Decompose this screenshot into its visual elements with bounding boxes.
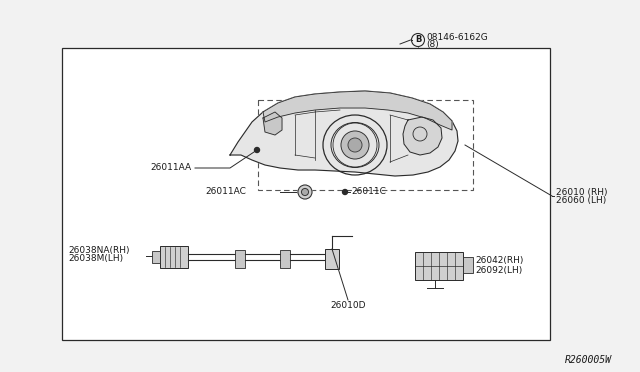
Bar — [415, 252, 463, 280]
Text: 26060 (LH): 26060 (LH) — [556, 196, 606, 205]
Text: 26038NA(RH): 26038NA(RH) — [68, 246, 129, 254]
Text: 08146-6162G: 08146-6162G — [426, 33, 488, 42]
Text: (8): (8) — [426, 41, 439, 49]
Circle shape — [342, 189, 348, 195]
Circle shape — [341, 131, 369, 159]
Text: 26010 (RH): 26010 (RH) — [556, 187, 607, 196]
Bar — [152, 251, 160, 263]
Bar — [280, 250, 290, 268]
Text: 26042(RH): 26042(RH) — [475, 256, 524, 264]
Polygon shape — [403, 117, 442, 155]
Text: 26038M(LH): 26038M(LH) — [68, 254, 123, 263]
Text: 26010D: 26010D — [330, 301, 365, 310]
Bar — [62, 48, 550, 340]
Bar — [325, 249, 339, 269]
Circle shape — [298, 185, 312, 199]
Polygon shape — [263, 112, 282, 135]
Bar — [235, 250, 245, 268]
Text: B: B — [415, 35, 421, 45]
Circle shape — [348, 138, 362, 152]
Polygon shape — [230, 91, 458, 176]
Bar — [160, 246, 188, 268]
Text: 26011C: 26011C — [351, 187, 386, 196]
Text: 26011AC: 26011AC — [205, 187, 246, 196]
Circle shape — [301, 189, 308, 196]
Bar — [463, 257, 473, 273]
Text: 26011AA: 26011AA — [150, 164, 191, 173]
Polygon shape — [263, 91, 452, 130]
Text: 26092(LH): 26092(LH) — [475, 266, 522, 275]
Circle shape — [255, 148, 259, 153]
Bar — [258, 100, 473, 190]
Text: R260005W: R260005W — [565, 355, 612, 365]
